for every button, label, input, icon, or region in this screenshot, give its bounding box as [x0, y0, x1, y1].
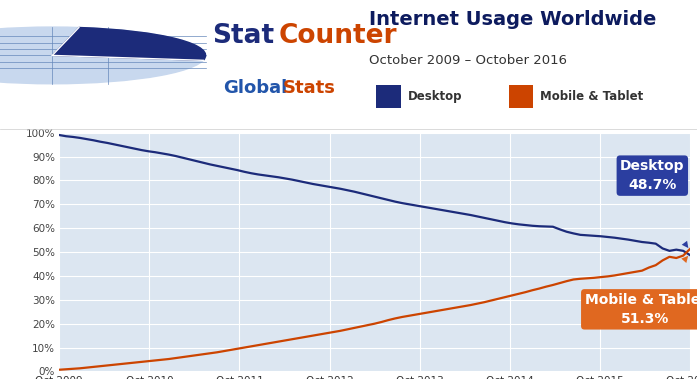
Bar	[509, 85, 533, 108]
Circle shape	[0, 27, 206, 84]
Text: Global: Global	[223, 78, 287, 97]
Text: Mobile & Tablet
51.3%: Mobile & Tablet 51.3%	[585, 293, 697, 326]
Text: Stats: Stats	[282, 78, 335, 97]
Wedge shape	[52, 28, 206, 60]
Text: Mobile & Tablet: Mobile & Tablet	[540, 90, 643, 103]
Text: October 2009 – October 2016: October 2009 – October 2016	[369, 54, 567, 67]
Text: Desktop: Desktop	[408, 90, 462, 103]
Text: Stat: Stat	[213, 23, 275, 49]
Bar	[376, 85, 401, 108]
Text: Internet Usage Worldwide: Internet Usage Worldwide	[369, 10, 657, 29]
Text: Counter: Counter	[279, 23, 397, 49]
Text: Desktop
48.7%: Desktop 48.7%	[620, 159, 684, 193]
